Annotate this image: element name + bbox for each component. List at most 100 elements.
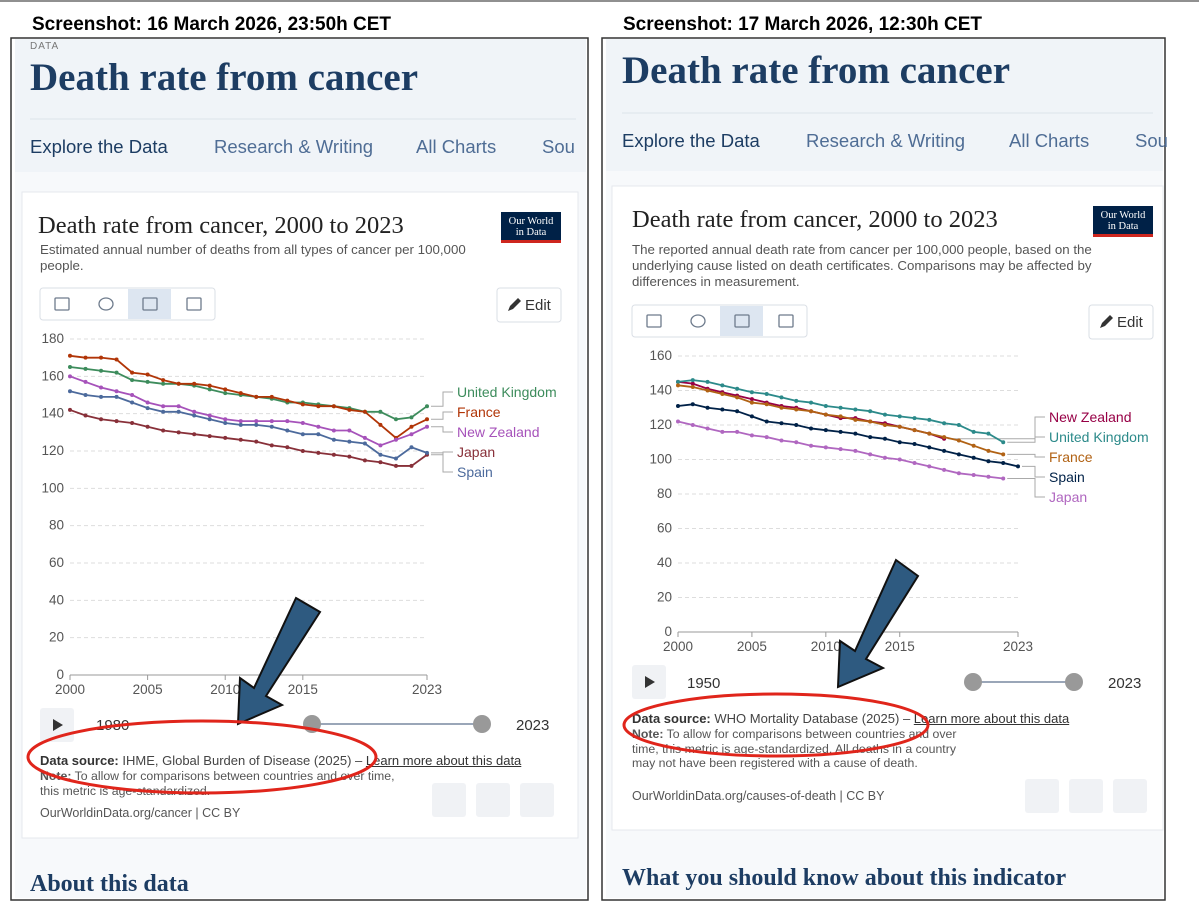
data-point [223,421,228,425]
tab-icon[interactable] [778,314,794,328]
data-point [809,426,814,431]
x-tick-label: 2023 [412,682,442,697]
data-point [207,387,212,392]
timeline-handle[interactable] [473,715,491,733]
y-tick-label: 20 [657,590,672,605]
data-point [145,400,150,405]
data-point [838,405,843,410]
data-point [378,460,383,465]
edit-button[interactable] [496,287,562,323]
chart-title: Death rate from cancer, 2000 to 2023 [38,212,404,239]
data-point [223,391,228,396]
legend-label: France [1049,449,1093,465]
nav-tab[interactable]: Sou [542,136,575,157]
data-point [882,423,887,427]
tab-icon[interactable] [98,297,114,311]
data-point [956,438,961,443]
data-point [254,422,259,427]
action-button[interactable] [432,783,466,817]
timeline-handle[interactable] [1065,673,1083,691]
arrow [236,596,322,726]
data-point [254,394,259,399]
data-point [409,424,414,429]
data-point [735,409,740,414]
data-point [425,417,429,422]
data-point [927,464,932,469]
data-point [269,394,274,399]
data-point [68,365,72,369]
tab-icon[interactable] [646,314,662,328]
data-point [868,452,873,457]
nav-tab[interactable]: All Charts [1009,130,1089,151]
data-point [690,378,695,383]
tab-icon[interactable] [54,297,70,311]
data-point [764,435,769,440]
nav-tab[interactable]: Sou [1135,130,1168,151]
edit-label[interactable]: Edit [1117,314,1144,331]
data-point [176,404,181,409]
nav-tab[interactable]: All Charts [416,136,496,157]
data-source-label: Data source: [40,753,119,768]
nav-tab[interactable]: Research & Writing [214,136,373,157]
data-point [705,426,710,431]
data-point [83,413,88,418]
action-button[interactable] [1069,779,1103,813]
data-point [794,423,799,427]
chart-tabs [39,287,216,321]
tab-icon[interactable] [690,314,706,328]
data-point [912,441,917,446]
tab-icon[interactable] [142,297,158,311]
data-point [720,383,725,388]
data-point [285,428,290,433]
data-point [347,428,352,433]
data-point [1001,460,1006,465]
caption: Screenshot: 16 March 2026, 23:50h CET [32,14,391,35]
timeline-handle[interactable] [964,673,982,691]
data-point [114,389,119,394]
nav-tab[interactable]: Explore the Data [30,136,169,157]
arrow [836,558,920,689]
data-point [99,355,104,360]
data-point [300,402,305,407]
page-title: Death rate from cancer [622,49,1010,92]
edit-button[interactable] [1088,304,1154,340]
data-point [868,419,873,424]
legend-label: France [457,404,501,420]
data-point [300,421,305,425]
timeline-end: 2023 [1108,675,1141,692]
action-button[interactable] [1025,779,1059,813]
action-button[interactable] [1113,779,1147,813]
data-point [986,448,991,453]
learn-more-link[interactable]: Learn more about this data [913,711,1070,726]
action-button[interactable] [520,783,554,817]
data-point [927,417,932,422]
series-line [69,375,428,447]
data-point [83,355,88,360]
data-point [223,417,228,422]
data-point [690,385,695,390]
data-point [705,388,710,393]
data-point [99,417,104,422]
data-point [779,405,784,410]
data-point [130,400,135,405]
y-tick-label: 60 [657,521,672,536]
y-tick-label: 160 [649,348,672,363]
series-line [677,403,1019,468]
data-point [238,422,243,427]
edit-icon [508,298,521,311]
data-point [223,387,228,392]
action-button[interactable] [476,783,510,817]
data-point [99,385,104,390]
data-point [882,412,887,417]
nav-tab[interactable]: Explore the Data [622,130,761,151]
tab-icon[interactable] [186,297,202,311]
edit-label[interactable]: Edit [525,297,552,314]
nav-tab[interactable]: Research & Writing [806,130,965,151]
tab-icon[interactable] [734,314,750,328]
data-point [794,398,799,403]
learn-more-link[interactable]: Learn more about this data [365,753,522,768]
data-point [425,424,429,429]
legend-label: United Kingdom [457,384,557,400]
